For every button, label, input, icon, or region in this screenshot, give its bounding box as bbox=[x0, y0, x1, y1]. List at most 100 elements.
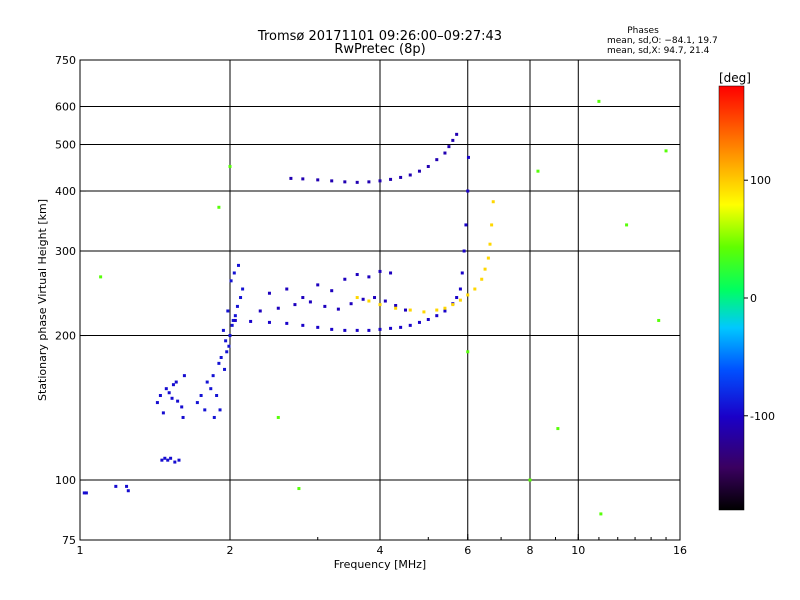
data-point bbox=[227, 344, 231, 348]
data-point bbox=[301, 177, 305, 181]
data-point bbox=[181, 415, 185, 419]
data-point bbox=[473, 287, 477, 291]
data-point bbox=[114, 484, 118, 488]
data-point bbox=[164, 387, 168, 391]
data-point bbox=[378, 327, 382, 331]
data-point bbox=[289, 176, 293, 180]
data-point bbox=[126, 489, 130, 493]
data-point bbox=[258, 309, 262, 313]
data-point bbox=[408, 308, 412, 312]
data-point bbox=[174, 380, 178, 384]
data-point bbox=[435, 158, 439, 162]
data-point bbox=[373, 296, 377, 300]
data-point bbox=[166, 458, 170, 462]
data-point bbox=[417, 169, 421, 173]
x-tick-label: 4 bbox=[377, 544, 384, 557]
data-point bbox=[378, 303, 382, 307]
data-point bbox=[466, 293, 470, 297]
data-point bbox=[408, 173, 412, 177]
data-point bbox=[480, 277, 484, 281]
data-point bbox=[330, 289, 334, 293]
data-point bbox=[378, 269, 382, 273]
data-point bbox=[556, 427, 560, 431]
data-point bbox=[241, 287, 245, 291]
data-point bbox=[249, 319, 253, 323]
data-point bbox=[355, 328, 359, 332]
data-point bbox=[443, 306, 447, 310]
chart-subtitle: RwPretec (8p) bbox=[334, 42, 425, 57]
data-point bbox=[229, 279, 233, 283]
data-point bbox=[231, 318, 235, 322]
data-point bbox=[236, 263, 240, 267]
colorbar-gradient bbox=[718, 85, 745, 511]
data-point bbox=[316, 325, 320, 329]
x-tick-label: 10 bbox=[571, 544, 585, 557]
y-tick-label: 750 bbox=[55, 54, 76, 67]
y-tick-label: 300 bbox=[55, 245, 76, 258]
data-point bbox=[293, 303, 297, 307]
data-point bbox=[343, 277, 347, 281]
data-point bbox=[233, 314, 237, 318]
data-point bbox=[426, 317, 430, 321]
data-point bbox=[230, 323, 234, 327]
data-point bbox=[285, 287, 289, 291]
data-point bbox=[125, 484, 129, 488]
data-point bbox=[228, 334, 232, 338]
data-point bbox=[173, 460, 177, 464]
data-point bbox=[343, 180, 347, 184]
data-point bbox=[455, 132, 459, 136]
data-point bbox=[491, 200, 495, 204]
data-point bbox=[99, 275, 103, 279]
data-point bbox=[217, 205, 221, 209]
data-point bbox=[182, 374, 186, 378]
gridlines bbox=[80, 60, 680, 540]
data-point bbox=[355, 273, 359, 277]
y-tick-label: 200 bbox=[55, 330, 76, 343]
data-point bbox=[217, 361, 221, 365]
plot-area: 1 2 4 6 8 10 16 75 100 200 300 400 500 600 750 bbox=[55, 54, 687, 557]
colorbar-tick-label: -100 bbox=[750, 410, 775, 423]
data-point bbox=[394, 306, 398, 310]
data-point bbox=[161, 411, 165, 415]
data-point bbox=[205, 380, 209, 384]
data-point bbox=[435, 308, 439, 312]
data-point bbox=[394, 303, 398, 307]
phase-o-stats: mean, sd,O: −84.1, 19.7 bbox=[607, 36, 718, 46]
data-point bbox=[221, 328, 225, 332]
data-point bbox=[180, 405, 184, 409]
data-point bbox=[219, 355, 223, 359]
y-tick-label: 75 bbox=[62, 534, 76, 547]
data-point bbox=[276, 415, 280, 419]
data-point bbox=[447, 145, 451, 149]
data-point bbox=[343, 328, 347, 332]
phase-x-stats: mean, sd,X: 94.7, 21.4 bbox=[607, 46, 710, 56]
data-point bbox=[389, 271, 393, 275]
data-point bbox=[483, 267, 487, 271]
data-point bbox=[336, 307, 340, 311]
data-point bbox=[378, 179, 382, 183]
data-point bbox=[349, 302, 353, 306]
data-point bbox=[203, 408, 207, 412]
data-point bbox=[169, 456, 173, 460]
data-point bbox=[664, 149, 668, 153]
data-point bbox=[170, 396, 174, 400]
data-point bbox=[267, 291, 271, 295]
data-point bbox=[228, 164, 232, 168]
data-point bbox=[367, 275, 371, 279]
x-tick-label: 2 bbox=[227, 544, 234, 557]
data-point bbox=[466, 350, 470, 354]
data-point bbox=[426, 164, 430, 168]
data-point bbox=[490, 223, 494, 227]
phase-colorbar: [deg] 100 0 -100 bbox=[718, 71, 775, 511]
data-point bbox=[367, 328, 371, 332]
chart-title: Tromsø 20171101 09:26:00–09:27:43 bbox=[257, 29, 502, 44]
phase-heading: Phases bbox=[627, 26, 659, 36]
data-point bbox=[597, 99, 601, 103]
y-axis-label: Stationary phase Virtual Height [km] bbox=[36, 199, 49, 401]
data-point bbox=[403, 308, 407, 312]
data-point bbox=[223, 367, 227, 371]
data-point bbox=[460, 271, 464, 275]
data-point bbox=[399, 175, 403, 179]
data-point bbox=[422, 310, 426, 314]
